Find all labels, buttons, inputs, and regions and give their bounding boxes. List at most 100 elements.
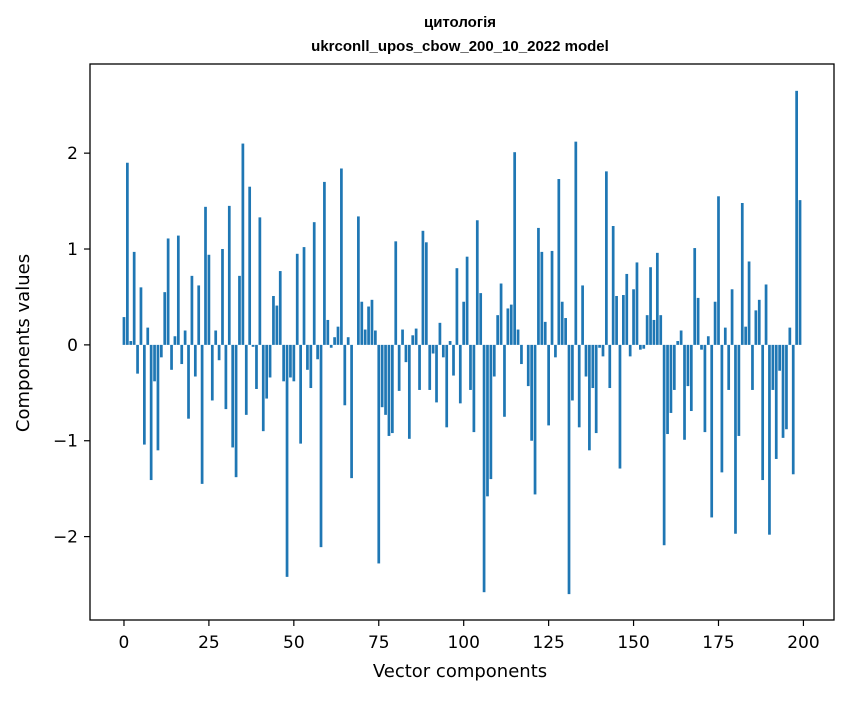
bar: [150, 345, 153, 480]
bar: [459, 345, 462, 403]
bar: [700, 345, 703, 350]
bar: [578, 345, 581, 427]
x-tick-label: 25: [198, 633, 220, 653]
bar: [371, 300, 374, 345]
bar: [561, 302, 564, 345]
bar: [479, 293, 482, 345]
bar: [765, 284, 768, 344]
bar: [272, 296, 275, 345]
bar: [547, 345, 550, 426]
bar: [741, 203, 744, 345]
bar: [347, 337, 350, 345]
bar: [245, 345, 248, 415]
bar: [259, 217, 262, 345]
bar: [299, 345, 302, 444]
bar: [275, 306, 278, 345]
bar: [507, 308, 510, 344]
bar: [595, 345, 598, 433]
bar: [442, 345, 445, 357]
bar: [211, 345, 214, 401]
bar: [398, 345, 401, 391]
bar: [160, 345, 163, 357]
bar: [367, 307, 370, 345]
bar: [564, 318, 567, 345]
bar: [343, 345, 346, 405]
chart-title-line2: ukrconll_upos_cbow_200_10_2022 model: [311, 38, 609, 55]
y-axis-label: Components values: [13, 254, 34, 432]
bar: [180, 345, 183, 364]
bar: [143, 345, 146, 445]
x-tick-label: 175: [702, 633, 734, 653]
bar: [163, 292, 166, 345]
bar: [714, 302, 717, 345]
bar: [323, 182, 326, 345]
bar: [755, 310, 758, 345]
bar: [252, 345, 255, 347]
bar: [269, 345, 272, 378]
bar: [598, 345, 601, 348]
bar: [184, 331, 187, 345]
x-tick-label: 0: [119, 633, 130, 653]
bar: [775, 345, 778, 459]
bar: [653, 320, 656, 345]
bar: [225, 345, 228, 409]
bar: [721, 345, 724, 473]
bar: [191, 276, 194, 345]
bar: [785, 345, 788, 429]
bar: [422, 231, 425, 345]
bar: [408, 345, 411, 439]
bar: [235, 345, 238, 477]
bar: [330, 345, 333, 348]
bar: [469, 345, 472, 390]
bar: [282, 345, 285, 381]
bar: [588, 345, 591, 450]
bar: [405, 345, 408, 362]
bar: [690, 345, 693, 411]
bar: [788, 328, 791, 345]
bar: [520, 345, 523, 364]
x-tick-label: 50: [283, 633, 305, 653]
bar: [140, 287, 143, 345]
bar: [439, 323, 442, 345]
bar: [174, 336, 177, 345]
bar: [238, 276, 241, 345]
bar: [571, 345, 574, 401]
bar: [795, 91, 798, 345]
bar: [591, 345, 594, 388]
bar: [466, 257, 469, 345]
bar: [646, 315, 649, 345]
bar: [432, 345, 435, 354]
bar: [513, 152, 516, 345]
bar: [744, 327, 747, 345]
bar: [530, 345, 533, 441]
bar: [333, 337, 336, 345]
bar: [727, 345, 730, 390]
bar: [608, 345, 611, 388]
x-tick-label: 100: [447, 633, 479, 653]
bar: [394, 241, 397, 345]
chart-title-line1: цитологія: [424, 14, 496, 31]
bar: [615, 296, 618, 345]
bar: [483, 345, 486, 592]
bar: [306, 345, 309, 370]
bar: [126, 163, 129, 345]
bar: [625, 274, 628, 345]
x-tick-label: 150: [617, 633, 649, 653]
bar: [496, 315, 499, 345]
bar: [381, 345, 384, 407]
bar: [401, 330, 404, 345]
bar: [445, 345, 448, 427]
bar: [364, 330, 367, 345]
bar: [357, 216, 360, 344]
bar: [428, 345, 431, 390]
bar: [123, 317, 126, 345]
bar: [248, 187, 251, 345]
bar: [500, 284, 503, 345]
bar: [751, 345, 754, 390]
bar: [656, 253, 659, 345]
bar: [612, 226, 615, 345]
bar: [208, 255, 211, 345]
bar: [262, 345, 265, 431]
bar: [296, 254, 299, 345]
